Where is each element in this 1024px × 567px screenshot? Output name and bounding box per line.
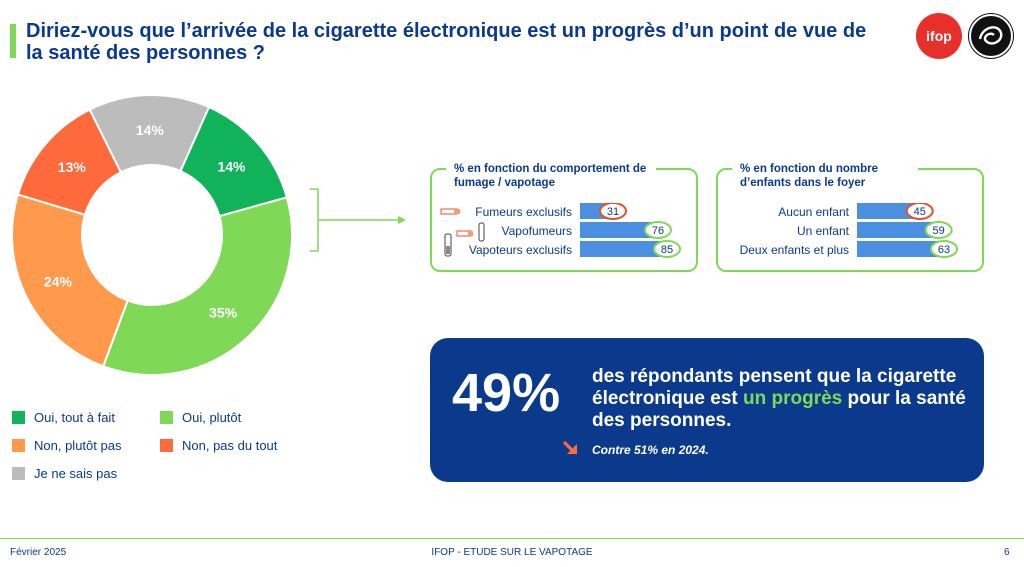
arrow-down-right-icon [563,441,577,454]
bar [857,241,943,257]
smoking-row-label-1: Fumeurs exclusifs [475,205,572,219]
footer-study-name: IFOP - ETUDE SUR LE VAPOTAGE [431,547,593,558]
bar [580,222,656,238]
bar-value-label: 45 [914,206,926,218]
children-panel-title: % en fonction du nombre d’enfants dans l… [732,162,918,190]
cigarette-icon [440,208,460,215]
donut-slice-label: 14% [136,122,165,138]
legend-item: Non, plutôt pas [12,438,121,453]
donut-slice-label: 35% [209,304,238,320]
donut-slice-label: 24% [44,274,73,290]
bar-value-label: 76 [652,225,664,237]
bar-value-marker [930,240,959,258]
donut-slice [88,94,211,174]
key-figure-highlight: un progrès [743,388,843,409]
legend-label: Non, pas du tout [182,438,278,453]
children-row-label-1: Aucun enfant [778,205,849,219]
page-title: Diriez-vous que l’arrivée de la cigarett… [26,20,867,64]
smoking-row-label-2: Vapofumeurs [501,224,572,238]
bar-value-marker [644,221,672,239]
bar-value-marker [653,240,681,258]
bar-value-marker [924,221,953,239]
key-figure-text-start: des répondants pensent que la cigarette … [592,366,957,409]
legend-swatch [160,439,173,452]
title-accent-bar [10,24,16,58]
donut-chart: 14% 35% 24% 13% 14% [11,94,293,376]
legend-swatch [12,439,25,452]
ifop-logo-text: ifop [926,28,952,44]
donut-slice [11,193,129,368]
bar-value-label: 85 [661,244,673,256]
donut-slice-label: 13% [58,159,87,175]
bar-value-label: 59 [933,225,945,237]
donut-slice [101,196,293,376]
children-bar-chart: 45 59 63 [857,203,959,258]
bar-value-marker [599,203,627,220]
key-figure-text: des répondants pensent que la cigarette … [592,366,972,432]
legend-label: Oui, tout à fait [34,410,115,425]
legend-label: Je ne sais pas [34,466,118,481]
bar [857,203,918,219]
legend-item: Non, pas du tout [160,438,277,453]
bar-value-label: 31 [607,206,619,218]
smoking-bar-chart: 31 76 85 [580,203,681,258]
key-figure-text-end: pour la santé des personnes. [592,388,966,431]
key-figure-value: 49% [452,363,561,423]
legend-swatch [12,467,25,480]
legend-item: Je ne sais pas [12,466,117,481]
bracket-connector [310,188,406,252]
legend-swatch [160,411,173,424]
bar [857,222,937,238]
bar [580,241,665,257]
legend-label: Oui, plutôt [182,410,242,425]
footer-date: Février 2025 [10,547,67,558]
legend-item: Oui, plutôt [160,410,241,425]
legend-item: Oui, tout à fait [12,410,115,425]
comparison-text: Contre 51% en 2024. [592,443,709,457]
key-figure-callout [430,338,984,482]
children-row-label-3: Deux enfants et plus [739,243,849,257]
vape-icon [444,233,452,257]
partner-logo [968,13,1014,59]
bar-value-marker [905,203,934,220]
legend-swatch [12,411,25,424]
cigarette-and-vape-icon [456,222,485,242]
legend-label: Non, plutôt pas [34,438,122,453]
ifop-logo: ifop [916,13,962,59]
footer-divider [0,538,1024,539]
smoking-panel-title: % en fonction du comportement de fumage … [446,162,656,190]
donut-slice-label: 14% [217,158,246,174]
smoking-row-label-3: Vapoteurs exclusifs [468,243,572,257]
footer-page-number: 6 [1004,547,1010,558]
partner-logo-mark-icon [969,14,1013,58]
bar-value-label: 63 [938,244,950,256]
children-row-label-2: Un enfant [796,224,849,238]
